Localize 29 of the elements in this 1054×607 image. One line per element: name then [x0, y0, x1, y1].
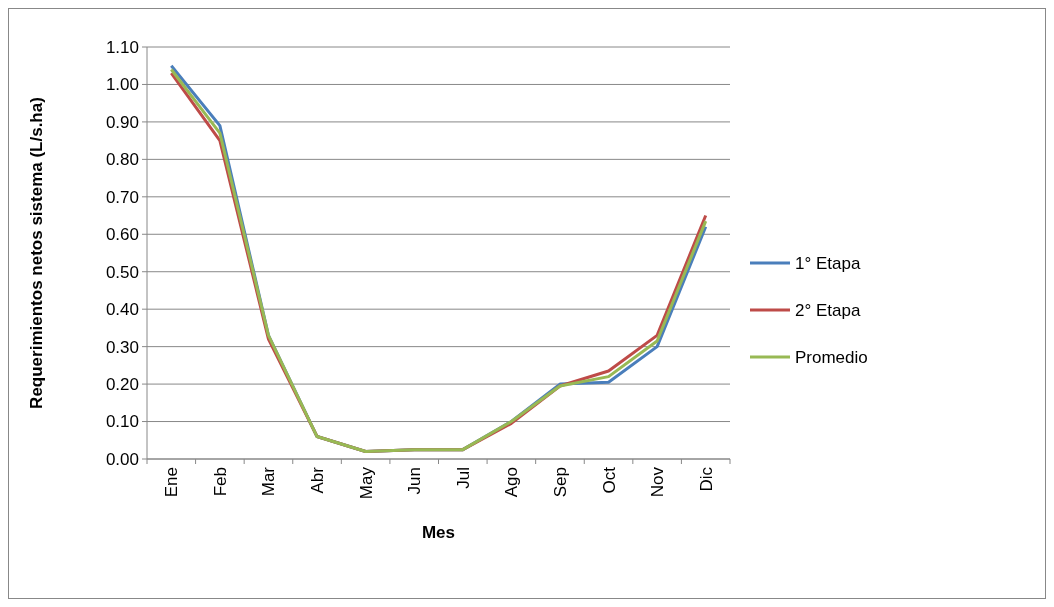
x-tick-label: Jun — [405, 467, 425, 495]
x-tick-label: Mar — [259, 466, 279, 497]
y-tick-label: 0.40 — [105, 300, 139, 320]
y-tick-label: 0.20 — [105, 375, 139, 395]
y-tick-label: 0.30 — [105, 337, 139, 357]
y-tick-label: 1.10 — [105, 37, 139, 57]
y-tick-label: 0.90 — [105, 112, 139, 132]
x-tick-label: Oct — [599, 466, 619, 494]
x-tick-label: Ene — [162, 467, 182, 498]
y-axis-title: Requerimientos netos sistema (L/s.ha) — [27, 97, 46, 409]
y-tick-label: 0.00 — [105, 449, 139, 469]
x-tick-label: Nov — [648, 466, 668, 498]
y-tick-label: 0.70 — [105, 187, 139, 207]
y-tick-label: 0.60 — [105, 225, 139, 245]
x-tick-label: Sep — [550, 467, 570, 498]
x-tick-label: Feb — [210, 467, 230, 497]
x-tick-label: Ago — [502, 467, 522, 498]
x-tick-label: May — [356, 466, 376, 500]
y-tick-label: 0.50 — [105, 262, 139, 282]
x-tick-label: Jul — [453, 467, 473, 489]
y-tick-label: 0.10 — [105, 412, 139, 432]
y-tick-label: 1.00 — [105, 75, 139, 95]
x-tick-label: Abr — [308, 466, 328, 494]
legend-label: 2° Etapa — [795, 300, 861, 320]
x-axis-title: Mes — [421, 523, 456, 542]
y-tick-label: 0.80 — [105, 150, 139, 170]
legend-label: 1° Etapa — [795, 253, 861, 273]
legend-label: Promedio — [795, 347, 868, 367]
x-tick-label: Dic — [696, 466, 716, 492]
